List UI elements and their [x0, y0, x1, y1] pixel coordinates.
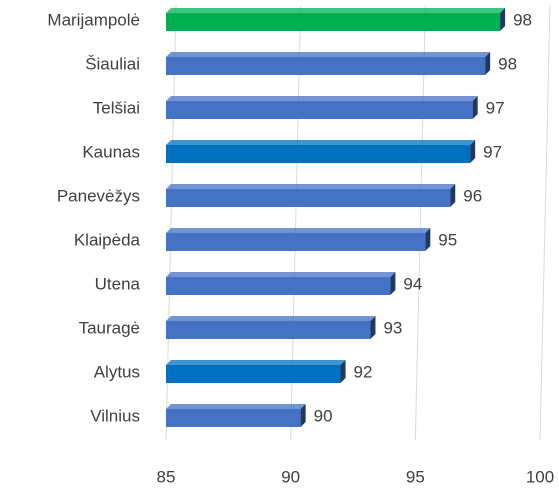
grid-line	[539, 4, 551, 441]
x-tick-label: 85	[157, 467, 176, 486]
bar	[166, 52, 491, 75]
data-label: 97	[483, 142, 502, 161]
data-label: 98	[513, 10, 532, 29]
data-label: 92	[354, 362, 373, 381]
data-label: 94	[403, 274, 422, 293]
bar	[166, 96, 478, 119]
bar-top	[166, 360, 346, 365]
x-tick-label: 90	[281, 467, 300, 486]
x-tick-label: 100	[526, 467, 554, 486]
bar	[166, 360, 346, 383]
bar-side	[470, 140, 476, 163]
bar	[166, 184, 456, 207]
bar-side	[300, 404, 306, 427]
bar-side	[500, 8, 506, 31]
bar-front	[166, 409, 301, 427]
y-tick-label: Tauragė	[79, 318, 140, 337]
bar-front	[166, 101, 473, 119]
data-label: 97	[486, 98, 505, 117]
bar-front	[166, 145, 471, 163]
y-tick-label: Alytus	[94, 362, 140, 381]
bar-top	[166, 184, 456, 189]
y-tick-label: Panevėžys	[57, 186, 140, 205]
bar-top	[166, 52, 491, 57]
y-tick-label: Utena	[95, 274, 141, 293]
bar-top	[166, 272, 396, 277]
x-tick-label: 95	[406, 467, 425, 486]
bar-front	[166, 277, 391, 295]
bar-side	[340, 360, 346, 383]
data-label: 93	[383, 318, 402, 337]
bar	[166, 140, 476, 163]
y-tick-label: Telšiai	[93, 98, 140, 117]
bar-side	[390, 272, 396, 295]
data-label: 98	[498, 54, 517, 73]
bar-top	[166, 228, 431, 233]
bar-front	[166, 189, 451, 207]
bar	[166, 404, 306, 427]
bar-top	[166, 140, 476, 145]
bar-front	[166, 57, 486, 75]
bar-top	[166, 316, 376, 321]
data-label: 95	[438, 230, 457, 249]
bar	[166, 228, 431, 251]
bar-front	[166, 365, 341, 383]
y-tick-label: Vilnius	[90, 406, 140, 425]
bar-side	[425, 228, 431, 251]
bar-side	[370, 316, 376, 339]
bar-side	[450, 184, 456, 207]
bar-top	[166, 404, 306, 409]
data-label: 96	[463, 186, 482, 205]
y-tick-label: Marijampolė	[47, 10, 140, 29]
bar-front	[166, 13, 501, 31]
bar-front	[166, 233, 426, 251]
y-tick-label: Klaipėda	[74, 230, 141, 249]
y-tick-label: Šiauliai	[85, 54, 140, 73]
bar	[166, 8, 506, 31]
bar-top	[166, 96, 478, 101]
bar-side	[472, 96, 478, 119]
bar-side	[485, 52, 491, 75]
data-label: 90	[314, 406, 333, 425]
bar	[166, 316, 376, 339]
bar-front	[166, 321, 371, 339]
y-tick-label: Kaunas	[82, 142, 140, 161]
grid-line	[414, 4, 426, 441]
bar	[166, 272, 396, 295]
bar-top	[166, 8, 506, 13]
